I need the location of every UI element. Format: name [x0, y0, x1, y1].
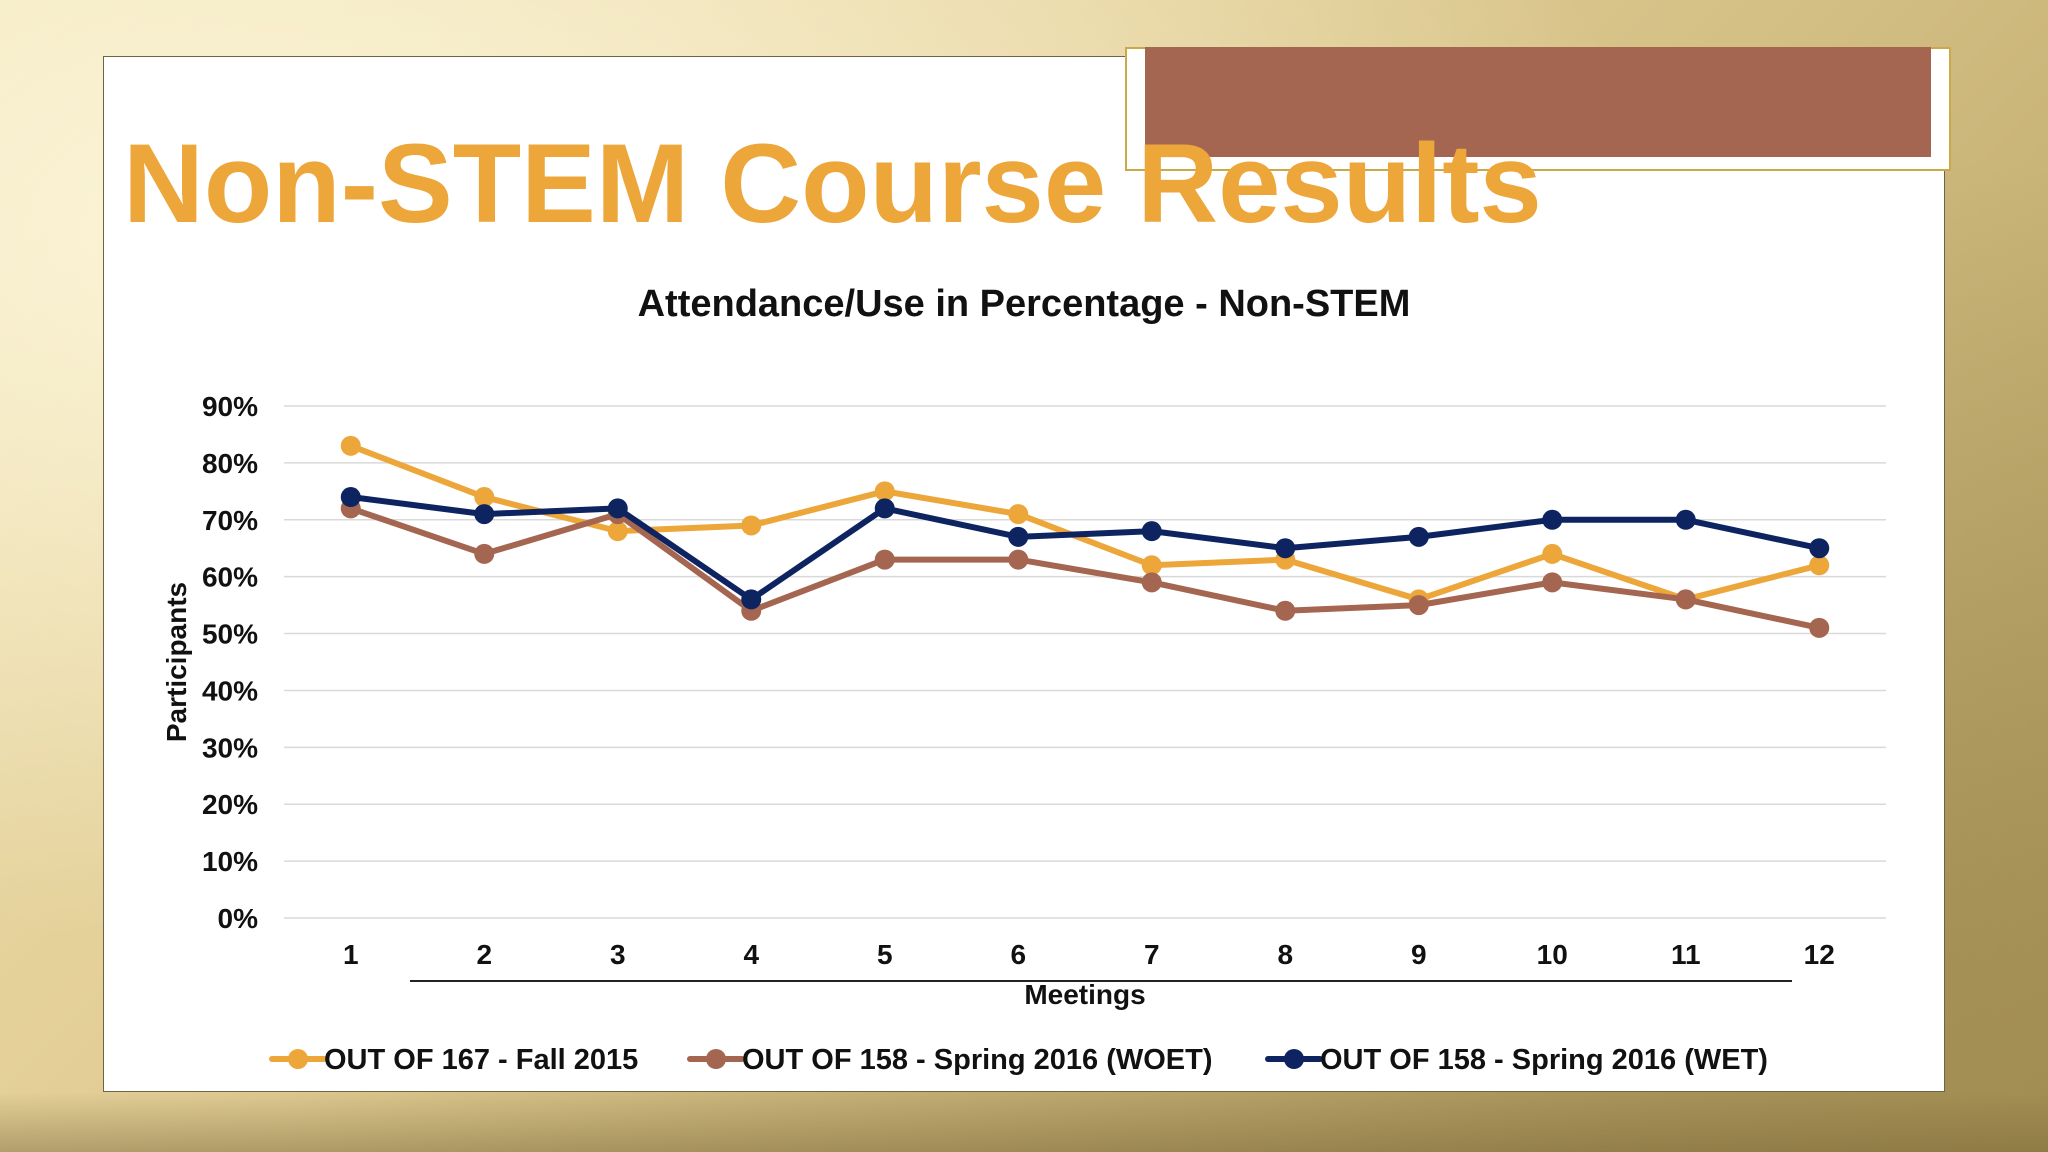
data-point: [340, 487, 361, 508]
data-point: [1408, 595, 1429, 616]
data-point: [474, 504, 495, 525]
data-point: [1408, 526, 1429, 547]
x-tick-label: 3: [610, 939, 626, 970]
data-point: [1809, 538, 1830, 559]
data-point: [741, 515, 762, 536]
x-tick-label: 8: [1277, 939, 1293, 970]
data-point: [1542, 572, 1563, 593]
legend-swatch-marker: [1284, 1049, 1304, 1069]
data-point: [1141, 555, 1162, 576]
y-tick-label: 30%: [202, 732, 258, 763]
x-tick-label: 4: [743, 939, 759, 970]
background-band: [0, 1092, 2048, 1152]
y-tick-label: 80%: [202, 448, 258, 479]
data-point: [1809, 617, 1830, 638]
data-point: [1008, 549, 1029, 570]
x-axis-title: Meetings: [1024, 979, 1145, 1010]
x-tick-label: 1: [343, 939, 359, 970]
legend-label: OUT OF 167 - Fall 2015: [324, 1044, 638, 1076]
x-tick-label: 6: [1010, 939, 1026, 970]
slide-title: Non-STEM Course Results: [123, 121, 1542, 246]
data-point: [1275, 600, 1296, 621]
y-tick-label: 60%: [202, 562, 258, 593]
data-point: [741, 589, 762, 610]
series-line: [347, 442, 1823, 603]
data-point: [607, 521, 628, 542]
chart-title: Attendance/Use in Percentage - Non-STEM: [638, 283, 1411, 325]
data-point: [874, 498, 895, 519]
y-tick-label: 20%: [202, 789, 258, 820]
accent-bar: [1145, 47, 1931, 157]
data-point: [1141, 572, 1162, 593]
data-point: [1675, 589, 1696, 610]
x-tick-label: 12: [1804, 939, 1835, 970]
data-point: [607, 498, 628, 519]
data-point: [474, 543, 495, 564]
y-axis-title: Participants: [161, 582, 192, 742]
x-tick-label: 2: [476, 939, 492, 970]
series-line: [347, 494, 1823, 603]
x-tick-label: 9: [1411, 939, 1427, 970]
data-point: [874, 481, 895, 502]
data-point: [474, 487, 495, 508]
y-tick-label: 70%: [202, 505, 258, 536]
data-point: [1275, 538, 1296, 559]
series-line: [347, 505, 1823, 631]
x-tick-label: 11: [1671, 939, 1701, 970]
data-point: [1008, 504, 1029, 525]
x-tick-label: 10: [1537, 939, 1568, 970]
x-tick-label: 5: [877, 939, 893, 970]
slide-panel: [103, 47, 1951, 1092]
y-tick-label: 50%: [202, 619, 258, 650]
data-point: [1809, 555, 1830, 576]
legend-label: OUT OF 158 - Spring 2016 (WOET): [742, 1044, 1213, 1076]
legend-swatch-marker: [288, 1049, 308, 1069]
x-tick-label: 7: [1144, 939, 1160, 970]
legend-swatch-marker: [706, 1049, 726, 1069]
data-point: [1542, 543, 1563, 564]
legend-label: OUT OF 158 - Spring 2016 (WET): [1320, 1044, 1768, 1076]
data-point: [874, 549, 895, 570]
data-point: [1008, 526, 1029, 547]
y-tick-label: 10%: [202, 846, 258, 877]
data-point: [1141, 521, 1162, 542]
data-point: [1542, 509, 1563, 530]
y-tick-label: 0%: [218, 903, 259, 934]
data-point: [340, 435, 361, 456]
data-point: [1675, 509, 1696, 530]
y-tick-label: 90%: [202, 391, 258, 422]
y-tick-label: 40%: [202, 675, 258, 706]
